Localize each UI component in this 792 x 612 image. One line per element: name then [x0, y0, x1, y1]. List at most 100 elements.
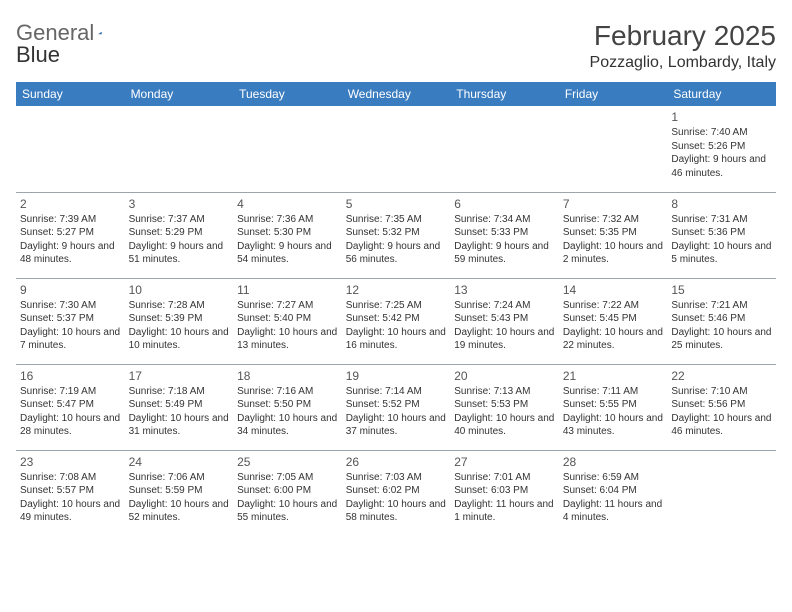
daylight-line: Daylight: 10 hours and 31 minutes. — [129, 412, 230, 439]
day-number: 17 — [129, 368, 230, 384]
sunset-line: Sunset: 5:37 PM — [20, 312, 121, 326]
calendar-cell: 15Sunrise: 7:21 AMSunset: 5:46 PMDayligh… — [667, 278, 776, 364]
calendar-cell: 10Sunrise: 7:28 AMSunset: 5:39 PMDayligh… — [125, 278, 234, 364]
sunset-line: Sunset: 5:45 PM — [563, 312, 664, 326]
day-number: 8 — [671, 196, 772, 212]
day-number: 11 — [237, 282, 338, 298]
sunrise-line: Sunrise: 7:16 AM — [237, 385, 338, 399]
sunrise-line: Sunrise: 7:37 AM — [129, 213, 230, 227]
weekday-header: Thursday — [450, 82, 559, 106]
day-number: 23 — [20, 454, 121, 470]
day-number: 5 — [346, 196, 447, 212]
daylight-line: Daylight: 10 hours and 43 minutes. — [563, 412, 664, 439]
sunrise-line: Sunrise: 6:59 AM — [563, 471, 664, 485]
logo-triangle-icon — [98, 25, 102, 41]
daylight-line: Daylight: 10 hours and 46 minutes. — [671, 412, 772, 439]
day-number: 16 — [20, 368, 121, 384]
daylight-line: Daylight: 10 hours and 40 minutes. — [454, 412, 555, 439]
sunrise-line: Sunrise: 7:06 AM — [129, 471, 230, 485]
weekday-header: Sunday — [16, 82, 125, 106]
weekday-header: Tuesday — [233, 82, 342, 106]
day-number: 14 — [563, 282, 664, 298]
sunrise-line: Sunrise: 7:22 AM — [563, 299, 664, 313]
sunrise-line: Sunrise: 7:13 AM — [454, 385, 555, 399]
daylight-line: Daylight: 10 hours and 16 minutes. — [346, 326, 447, 353]
calendar-cell — [450, 106, 559, 192]
sunrise-line: Sunrise: 7:11 AM — [563, 385, 664, 399]
sunset-line: Sunset: 5:32 PM — [346, 226, 447, 240]
calendar-row: 1Sunrise: 7:40 AMSunset: 5:26 PMDaylight… — [16, 106, 776, 192]
sunrise-line: Sunrise: 7:21 AM — [671, 299, 772, 313]
daylight-line: Daylight: 11 hours and 1 minute. — [454, 498, 555, 525]
day-number: 12 — [346, 282, 447, 298]
day-number: 6 — [454, 196, 555, 212]
daylight-line: Daylight: 10 hours and 5 minutes. — [671, 240, 772, 267]
sunset-line: Sunset: 5:53 PM — [454, 398, 555, 412]
calendar-cell: 16Sunrise: 7:19 AMSunset: 5:47 PMDayligh… — [16, 364, 125, 450]
daylight-line: Daylight: 11 hours and 4 minutes. — [563, 498, 664, 525]
sunrise-line: Sunrise: 7:14 AM — [346, 385, 447, 399]
month-title: February 2025 — [590, 20, 776, 52]
calendar-cell: 28Sunrise: 6:59 AMSunset: 6:04 PMDayligh… — [559, 450, 668, 536]
calendar-body: 1Sunrise: 7:40 AMSunset: 5:26 PMDaylight… — [16, 106, 776, 536]
calendar-cell: 4Sunrise: 7:36 AMSunset: 5:30 PMDaylight… — [233, 192, 342, 278]
calendar-cell: 12Sunrise: 7:25 AMSunset: 5:42 PMDayligh… — [342, 278, 451, 364]
sunrise-line: Sunrise: 7:24 AM — [454, 299, 555, 313]
calendar-cell — [559, 106, 668, 192]
sunset-line: Sunset: 5:40 PM — [237, 312, 338, 326]
calendar-cell: 26Sunrise: 7:03 AMSunset: 6:02 PMDayligh… — [342, 450, 451, 536]
day-number: 1 — [671, 109, 772, 125]
sunrise-line: Sunrise: 7:08 AM — [20, 471, 121, 485]
logo-text-b: Blue — [16, 42, 60, 68]
sunset-line: Sunset: 5:52 PM — [346, 398, 447, 412]
day-number: 9 — [20, 282, 121, 298]
sunset-line: Sunset: 5:47 PM — [20, 398, 121, 412]
day-number: 25 — [237, 454, 338, 470]
calendar-cell — [342, 106, 451, 192]
sunset-line: Sunset: 5:36 PM — [671, 226, 772, 240]
sunrise-line: Sunrise: 7:39 AM — [20, 213, 121, 227]
day-number: 7 — [563, 196, 664, 212]
sunrise-line: Sunrise: 7:36 AM — [237, 213, 338, 227]
day-number: 19 — [346, 368, 447, 384]
sunrise-line: Sunrise: 7:25 AM — [346, 299, 447, 313]
weekday-header: Wednesday — [342, 82, 451, 106]
sunrise-line: Sunrise: 7:05 AM — [237, 471, 338, 485]
calendar-cell: 19Sunrise: 7:14 AMSunset: 5:52 PMDayligh… — [342, 364, 451, 450]
calendar-head: SundayMondayTuesdayWednesdayThursdayFrid… — [16, 82, 776, 106]
calendar-cell: 6Sunrise: 7:34 AMSunset: 5:33 PMDaylight… — [450, 192, 559, 278]
calendar-cell — [233, 106, 342, 192]
day-number: 4 — [237, 196, 338, 212]
sunrise-line: Sunrise: 7:32 AM — [563, 213, 664, 227]
calendar-cell — [16, 106, 125, 192]
daylight-line: Daylight: 9 hours and 54 minutes. — [237, 240, 338, 267]
daylight-line: Daylight: 10 hours and 13 minutes. — [237, 326, 338, 353]
daylight-line: Daylight: 10 hours and 19 minutes. — [454, 326, 555, 353]
calendar-cell: 7Sunrise: 7:32 AMSunset: 5:35 PMDaylight… — [559, 192, 668, 278]
sunset-line: Sunset: 5:43 PM — [454, 312, 555, 326]
calendar-cell: 17Sunrise: 7:18 AMSunset: 5:49 PMDayligh… — [125, 364, 234, 450]
calendar-cell: 22Sunrise: 7:10 AMSunset: 5:56 PMDayligh… — [667, 364, 776, 450]
sunrise-line: Sunrise: 7:18 AM — [129, 385, 230, 399]
calendar-row: 2Sunrise: 7:39 AMSunset: 5:27 PMDaylight… — [16, 192, 776, 278]
location-subtitle: Pozzaglio, Lombardy, Italy — [590, 54, 776, 72]
weekday-header: Monday — [125, 82, 234, 106]
calendar-cell: 14Sunrise: 7:22 AMSunset: 5:45 PMDayligh… — [559, 278, 668, 364]
sunset-line: Sunset: 6:03 PM — [454, 484, 555, 498]
title-block: February 2025 Pozzaglio, Lombardy, Italy — [590, 20, 776, 72]
calendar-row: 9Sunrise: 7:30 AMSunset: 5:37 PMDaylight… — [16, 278, 776, 364]
weekday-row: SundayMondayTuesdayWednesdayThursdayFrid… — [16, 82, 776, 106]
daylight-line: Daylight: 10 hours and 52 minutes. — [129, 498, 230, 525]
sunrise-line: Sunrise: 7:31 AM — [671, 213, 772, 227]
day-number: 15 — [671, 282, 772, 298]
daylight-line: Daylight: 9 hours and 48 minutes. — [20, 240, 121, 267]
calendar-cell: 3Sunrise: 7:37 AMSunset: 5:29 PMDaylight… — [125, 192, 234, 278]
daylight-line: Daylight: 10 hours and 58 minutes. — [346, 498, 447, 525]
sunset-line: Sunset: 5:46 PM — [671, 312, 772, 326]
calendar-cell: 11Sunrise: 7:27 AMSunset: 5:40 PMDayligh… — [233, 278, 342, 364]
sunrise-line: Sunrise: 7:40 AM — [671, 126, 772, 140]
day-number: 22 — [671, 368, 772, 384]
sunset-line: Sunset: 5:56 PM — [671, 398, 772, 412]
daylight-line: Daylight: 10 hours and 10 minutes. — [129, 326, 230, 353]
sunset-line: Sunset: 5:27 PM — [20, 226, 121, 240]
